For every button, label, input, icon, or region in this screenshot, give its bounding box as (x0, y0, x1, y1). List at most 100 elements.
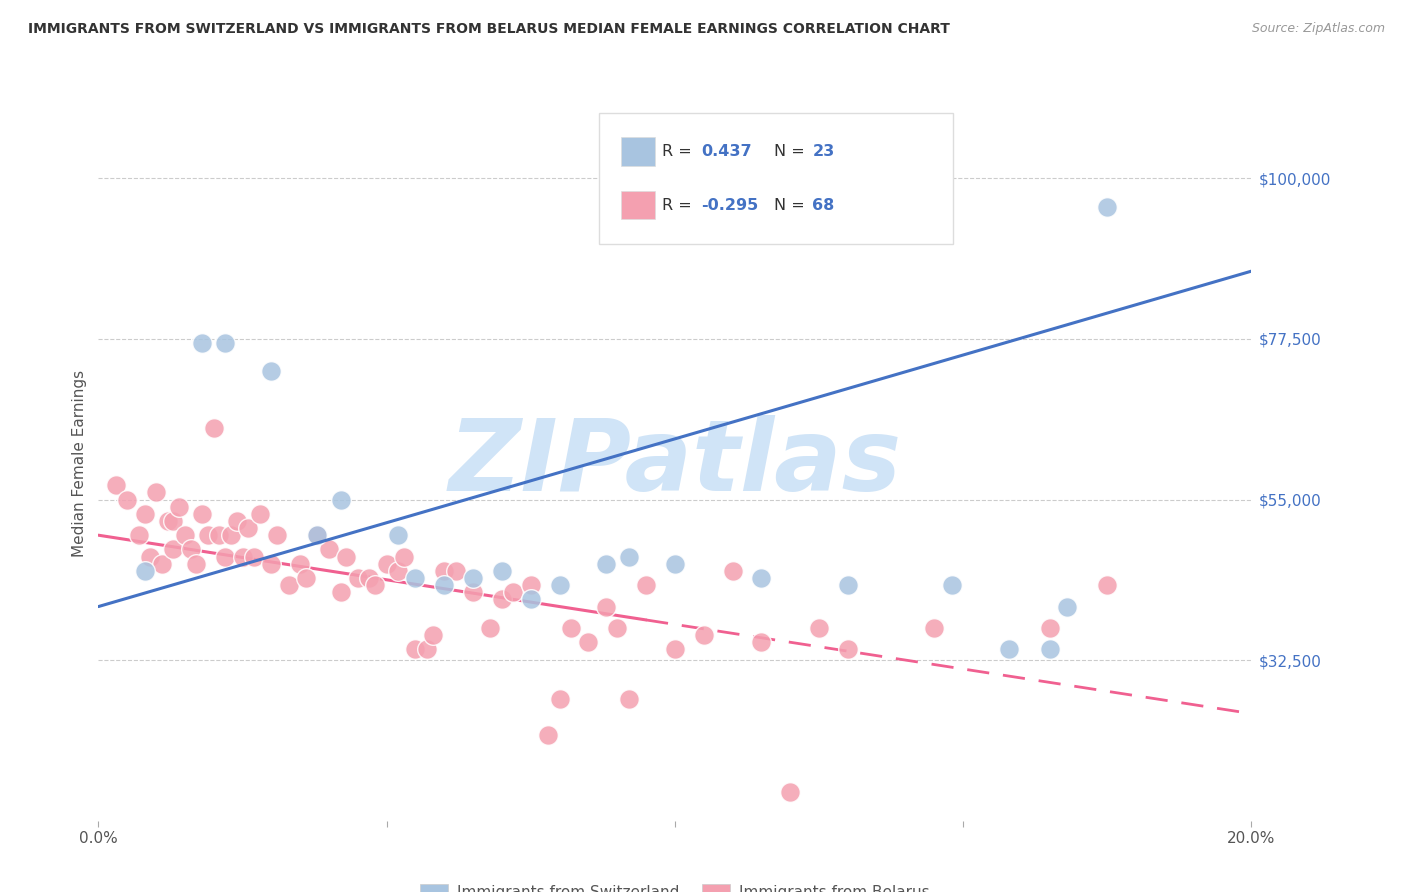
Point (751, 635, 773, 649)
Point (364, 578, 387, 592)
Point (479, 621, 502, 635)
Point (387, 528, 409, 542)
Point (117, 492, 139, 507)
Point (219, 528, 242, 542)
Y-axis label: Median Female Earnings: Median Female Earnings (72, 370, 87, 558)
Point (277, 578, 299, 592)
Point (392, 549, 415, 564)
Point (751, 571, 773, 585)
Point (134, 507, 156, 521)
Point (491, 592, 513, 607)
Point (433, 564, 456, 578)
Point (225, 514, 247, 528)
Point (721, 564, 744, 578)
Legend: Immigrants from Switzerland, Immigrants from Belarus: Immigrants from Switzerland, Immigrants … (416, 879, 934, 892)
Point (617, 692, 640, 706)
Point (208, 528, 231, 542)
Point (162, 514, 184, 528)
Point (1038, 642, 1062, 657)
Point (405, 642, 427, 657)
Text: ZIPatlas: ZIPatlas (449, 416, 901, 512)
Point (461, 585, 484, 599)
Point (231, 549, 254, 564)
Point (433, 578, 456, 592)
Point (191, 335, 214, 350)
Point (104, 478, 127, 492)
Point (664, 642, 686, 657)
Point (260, 364, 283, 378)
Point (548, 578, 571, 592)
Point (150, 557, 173, 571)
Point (1056, 599, 1078, 614)
Point (307, 528, 329, 542)
Point (249, 507, 271, 521)
Point (139, 549, 162, 564)
Point (145, 485, 167, 500)
Point (1097, 578, 1119, 592)
Point (617, 549, 640, 564)
Point (260, 557, 283, 571)
Point (387, 564, 409, 578)
Point (214, 549, 236, 564)
Text: N =: N = (775, 145, 810, 159)
Point (128, 528, 150, 542)
Point (134, 564, 156, 578)
Point (520, 578, 543, 592)
Text: -0.295: -0.295 (702, 198, 759, 212)
Point (422, 628, 444, 642)
Point (548, 692, 571, 706)
Point (922, 621, 945, 635)
Point (186, 557, 208, 571)
Point (520, 592, 543, 607)
Text: 23: 23 (813, 145, 835, 159)
Point (290, 557, 312, 571)
Point (560, 621, 582, 635)
Point (191, 507, 214, 521)
Point (238, 521, 260, 535)
Point (606, 621, 628, 635)
Point (595, 599, 617, 614)
Point (318, 542, 340, 557)
Point (1097, 200, 1119, 214)
Point (295, 571, 318, 585)
Point (180, 542, 202, 557)
Point (405, 571, 427, 585)
Point (941, 578, 963, 592)
Text: N =: N = (775, 198, 810, 212)
Point (998, 642, 1021, 657)
Point (595, 557, 617, 571)
Text: Source: ZipAtlas.com: Source: ZipAtlas.com (1251, 22, 1385, 36)
Point (375, 557, 398, 571)
Point (359, 571, 381, 585)
Point (636, 578, 658, 592)
Point (837, 642, 859, 657)
Point (693, 628, 716, 642)
Point (461, 571, 484, 585)
Point (202, 421, 225, 435)
Text: 68: 68 (813, 198, 835, 212)
Point (214, 335, 236, 350)
Point (197, 528, 219, 542)
Point (779, 785, 801, 799)
Point (1038, 621, 1062, 635)
Text: IMMIGRANTS FROM SWITZERLAND VS IMMIGRANTS FROM BELARUS MEDIAN FEMALE EARNINGS CO: IMMIGRANTS FROM SWITZERLAND VS IMMIGRANT… (28, 22, 950, 37)
Point (416, 642, 439, 657)
Point (664, 557, 686, 571)
Point (502, 585, 524, 599)
Text: R =: R = (662, 145, 697, 159)
Point (578, 635, 600, 649)
Point (266, 528, 288, 542)
Point (156, 514, 179, 528)
Point (346, 571, 368, 585)
Text: 0.437: 0.437 (702, 145, 752, 159)
Point (444, 564, 467, 578)
Point (329, 585, 352, 599)
Point (167, 500, 190, 514)
Point (807, 621, 830, 635)
Text: R =: R = (662, 198, 697, 212)
Point (243, 549, 266, 564)
Point (174, 528, 197, 542)
Point (491, 564, 513, 578)
Point (307, 528, 329, 542)
Point (329, 492, 352, 507)
